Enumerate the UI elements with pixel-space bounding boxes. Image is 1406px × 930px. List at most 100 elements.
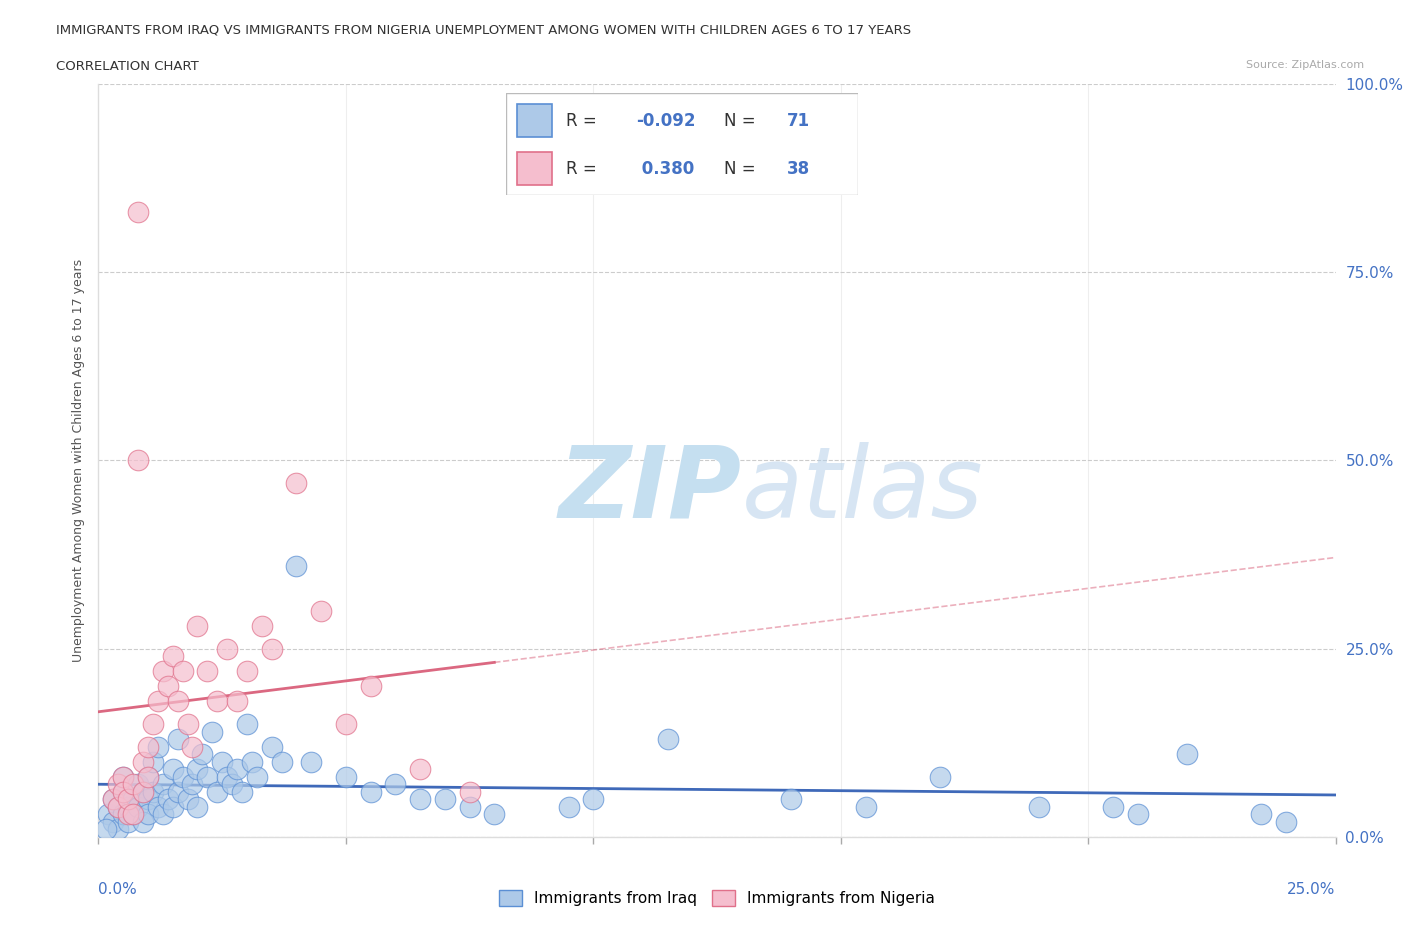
- Point: [136, 769, 159, 784]
- Point: [117, 807, 139, 822]
- Point: [433, 792, 456, 807]
- Point: [103, 792, 125, 807]
- Point: [299, 754, 322, 769]
- Point: [162, 800, 184, 815]
- Point: [205, 694, 228, 709]
- Point: [166, 694, 188, 709]
- Point: [211, 754, 233, 769]
- Point: [236, 664, 259, 679]
- Point: [176, 716, 198, 731]
- Text: atlas: atlas: [742, 442, 983, 539]
- Point: [117, 800, 139, 815]
- Point: [484, 807, 506, 822]
- Point: [855, 800, 877, 815]
- Point: [236, 716, 259, 731]
- Point: [285, 558, 308, 573]
- Text: IMMIGRANTS FROM IRAQ VS IMMIGRANTS FROM NIGERIA UNEMPLOYMENT AMONG WOMEN WITH CH: IMMIGRANTS FROM IRAQ VS IMMIGRANTS FROM …: [56, 23, 911, 36]
- Point: [191, 747, 214, 762]
- Point: [458, 784, 481, 799]
- Point: [152, 807, 174, 822]
- Point: [335, 716, 357, 731]
- Point: [112, 769, 135, 784]
- Point: [152, 664, 174, 679]
- Point: [217, 769, 239, 784]
- Point: [146, 800, 169, 815]
- Point: [112, 784, 135, 799]
- Text: N =: N =: [724, 112, 761, 129]
- Point: [221, 777, 243, 791]
- Point: [132, 754, 155, 769]
- Point: [122, 792, 145, 807]
- Point: [270, 754, 292, 769]
- Point: [112, 769, 135, 784]
- Point: [107, 800, 129, 815]
- Point: [557, 800, 579, 815]
- Point: [107, 777, 129, 791]
- Point: [122, 807, 145, 822]
- Point: [132, 815, 155, 830]
- Point: [103, 815, 125, 830]
- Text: R =: R =: [565, 112, 602, 129]
- Point: [309, 604, 332, 618]
- Point: [384, 777, 406, 791]
- Point: [127, 777, 149, 791]
- Point: [156, 792, 179, 807]
- Point: [156, 679, 179, 694]
- Point: [285, 475, 308, 490]
- Point: [246, 769, 269, 784]
- Point: [97, 807, 120, 822]
- Point: [142, 716, 165, 731]
- Text: ZIP: ZIP: [558, 442, 742, 539]
- Point: [146, 739, 169, 754]
- Point: [201, 724, 224, 739]
- Text: -0.092: -0.092: [636, 112, 696, 129]
- Point: [107, 822, 129, 837]
- Point: [217, 642, 239, 657]
- Point: [172, 769, 194, 784]
- Point: [226, 694, 249, 709]
- Point: [1102, 800, 1125, 815]
- Point: [1126, 807, 1149, 822]
- Point: [136, 769, 159, 784]
- Text: N =: N =: [724, 160, 761, 178]
- FancyBboxPatch shape: [506, 93, 858, 195]
- Text: R =: R =: [565, 160, 602, 178]
- Point: [172, 664, 194, 679]
- Legend: Immigrants from Iraq, Immigrants from Nigeria: Immigrants from Iraq, Immigrants from Ni…: [492, 884, 942, 912]
- Point: [117, 815, 139, 830]
- Point: [181, 739, 204, 754]
- Point: [112, 807, 135, 822]
- Point: [166, 732, 188, 747]
- Text: 25.0%: 25.0%: [1288, 883, 1336, 897]
- Text: 71: 71: [787, 112, 810, 129]
- Point: [146, 694, 169, 709]
- Point: [231, 784, 253, 799]
- FancyBboxPatch shape: [517, 104, 551, 137]
- Text: 0.380: 0.380: [636, 160, 695, 178]
- Point: [1175, 747, 1198, 762]
- Point: [409, 762, 432, 777]
- Point: [1028, 800, 1050, 815]
- Point: [132, 784, 155, 799]
- Point: [181, 777, 204, 791]
- Point: [335, 769, 357, 784]
- Point: [152, 777, 174, 791]
- Point: [107, 800, 129, 815]
- Point: [780, 792, 803, 807]
- Point: [136, 807, 159, 822]
- Point: [103, 792, 125, 807]
- Point: [260, 642, 283, 657]
- Point: [657, 732, 679, 747]
- Point: [142, 784, 165, 799]
- Point: [186, 800, 208, 815]
- Point: [260, 739, 283, 754]
- Point: [458, 800, 481, 815]
- Point: [195, 664, 218, 679]
- Point: [122, 777, 145, 791]
- Text: 0.0%: 0.0%: [98, 883, 138, 897]
- Point: [132, 784, 155, 799]
- FancyBboxPatch shape: [517, 153, 551, 185]
- Point: [136, 792, 159, 807]
- Text: 38: 38: [787, 160, 810, 178]
- Point: [928, 769, 950, 784]
